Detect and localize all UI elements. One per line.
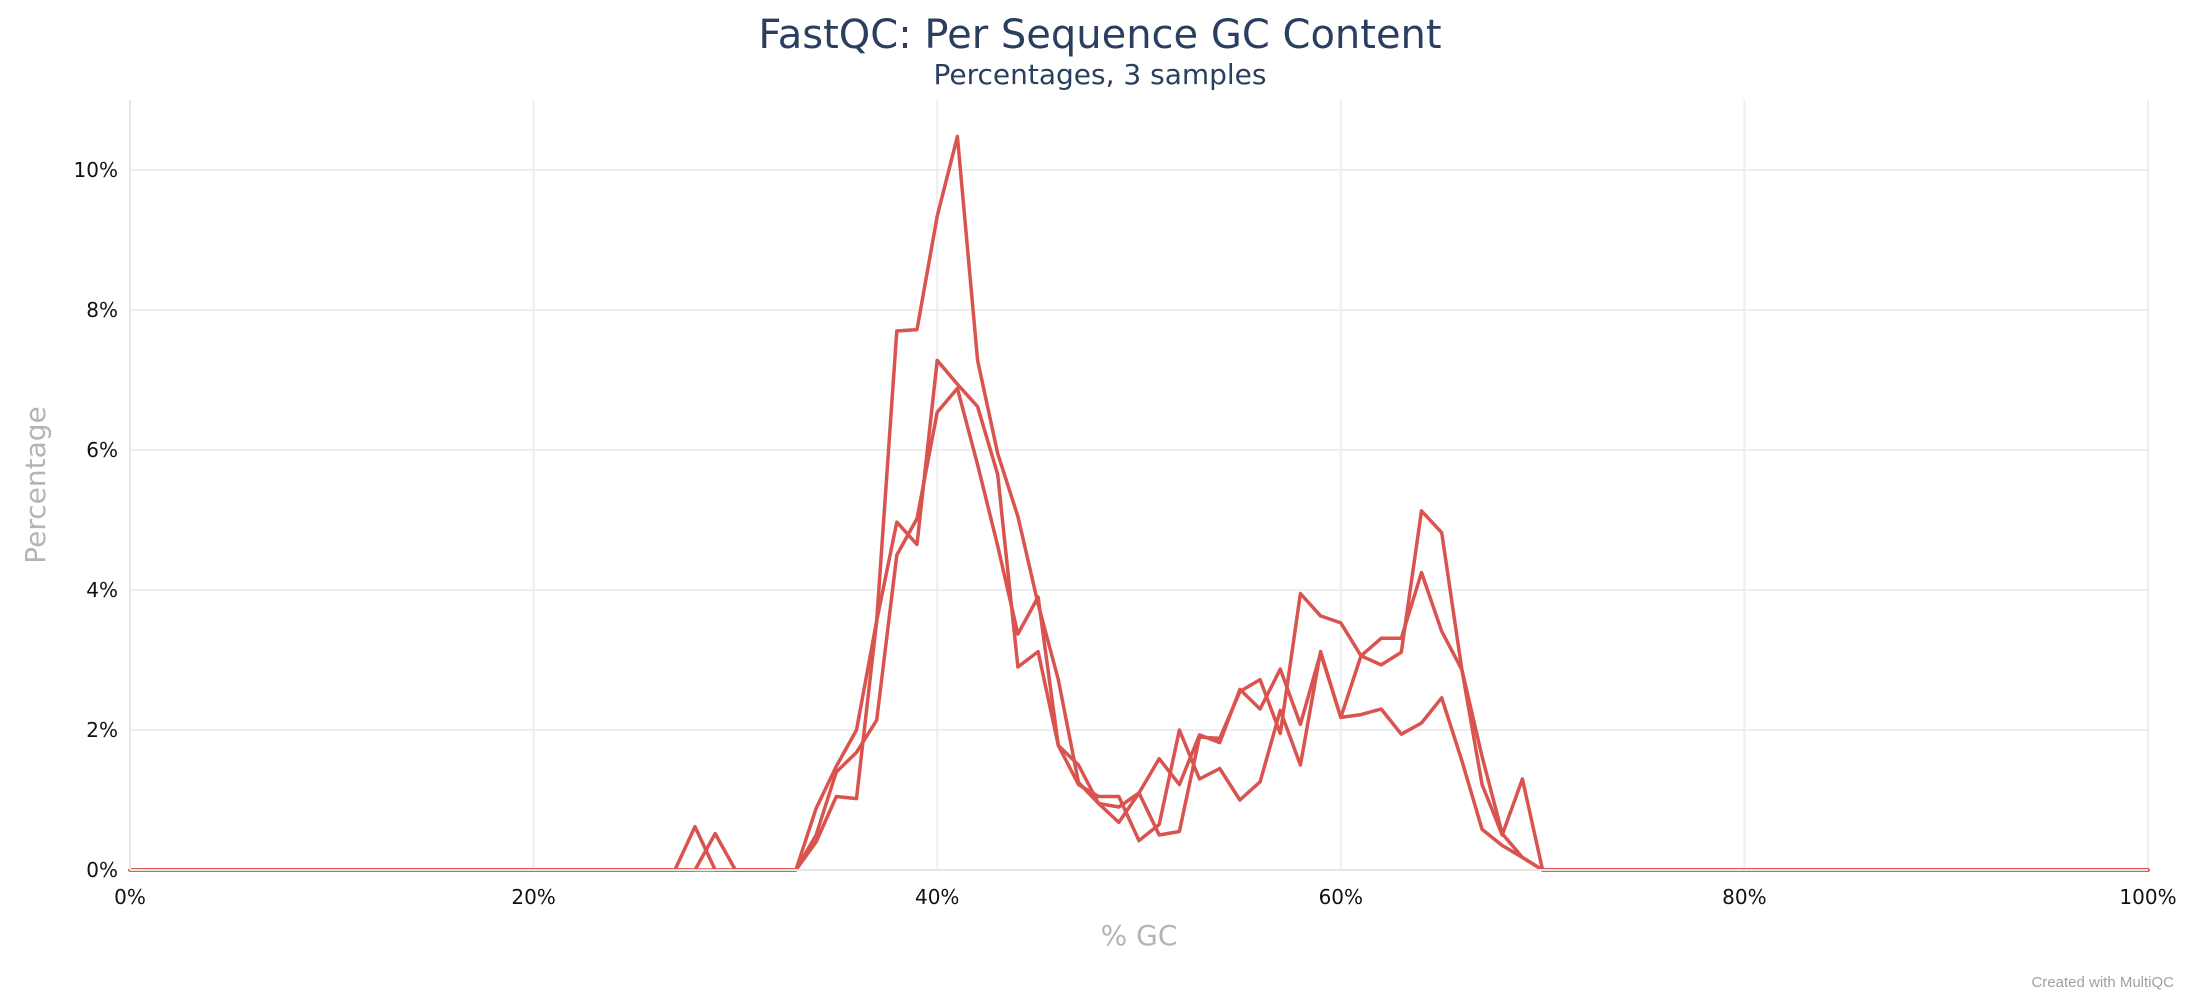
series-lines[interactable]	[128, 134, 2150, 872]
series-line-2[interactable]	[128, 358, 2150, 872]
y-tick-label: 0%	[86, 858, 118, 882]
chart-title: FastQC: Per Sequence GC Content	[758, 12, 1441, 58]
series-line-1[interactable]	[128, 134, 2150, 872]
x-tick-label: 40%	[915, 885, 959, 909]
series-line-3[interactable]	[128, 386, 2150, 872]
chart-subtitle: Percentages, 3 samples	[933, 58, 1266, 91]
axes: 0% 20% 40% 60% 80% 100% 0% 2% 4% 6% 8% 10%	[74, 100, 2177, 909]
x-tick-label: 60%	[1319, 885, 1363, 909]
y-tick-label: 2%	[86, 718, 118, 742]
grid-lines	[130, 100, 2149, 870]
x-tick-label: 0%	[114, 885, 146, 909]
x-tick-label: 20%	[511, 885, 555, 909]
y-tick-label: 6%	[86, 438, 118, 462]
x-tick-label: 80%	[1722, 885, 1766, 909]
x-axis-title: % GC	[1101, 919, 1178, 952]
y-tick-label: 8%	[86, 298, 118, 322]
y-tick-label: 10%	[74, 158, 118, 182]
y-tick-label: 4%	[86, 578, 118, 602]
y-axis-title: Percentage	[19, 406, 52, 564]
credit-text: Created with MultiQC	[2031, 974, 2174, 991]
x-tick-label: 100%	[2119, 885, 2176, 909]
